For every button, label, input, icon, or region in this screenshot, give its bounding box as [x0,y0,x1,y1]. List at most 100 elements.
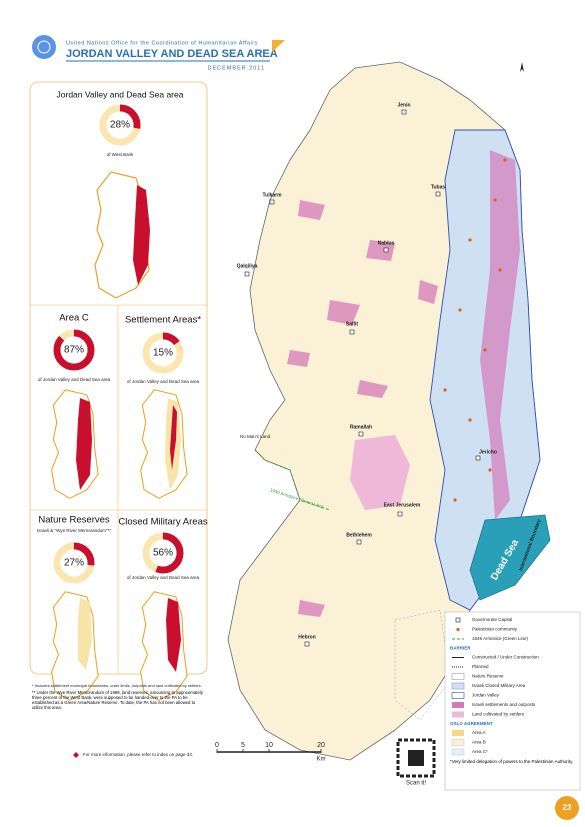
dead-sea [469,514,551,601]
donut-hole [60,549,88,577]
community-dot [498,268,502,272]
scale-label: 0 [215,742,219,749]
legend-swatch [451,739,465,746]
mini-map-highlight [76,398,92,490]
legend-swatch [456,627,460,632]
place-label: Qalqiliya [237,263,258,269]
no-mans-land-label: No Man's Land [240,434,271,439]
legend-swatch [452,711,464,718]
military-hatch [394,609,451,721]
panel-caption: of West Bank [107,152,134,157]
place-label: Jenin [397,102,410,108]
legend-label: Israeli Closed Military Area [472,683,526,688]
place-label: Tulkarm [262,192,282,198]
place-label: Jericho [479,449,497,455]
legend [444,611,581,791]
panel-subtitle: Israeli & "Wye River Memorandum"** [37,528,111,533]
community-dot [453,498,457,502]
scale-label: 20 [317,742,325,749]
place-label: Tubas [431,184,446,190]
scale-bar: 0 5 10 20 Km [215,742,325,763]
place-label: Salfit [346,321,359,327]
capital-marker [397,511,403,517]
org-name: United Nations Office for the Coordinati… [66,40,258,46]
mini-map-highlight [133,185,150,285]
capital-marker [244,271,250,277]
panel-caption: of Jordan Valley and Dead Sea area [127,575,200,580]
donut-hole [149,539,177,567]
donut-label: 56% [153,548,173,559]
capital-marker [304,641,310,647]
page-number: 23 [563,803,572,812]
jerusalem-area [350,435,410,510]
legend-heading: BARRIER [450,646,471,651]
scale-label: 5 [241,742,245,749]
legend-swatch [455,617,461,623]
legend-label: Nature Reserve [472,674,504,679]
green-line [254,449,331,511]
legend-swatch [452,702,464,708]
community-dot [493,198,497,202]
donut-label: 15% [153,348,173,359]
legend-swatch [452,730,464,736]
legend-label: Land cultivated by settlers [472,712,525,717]
legend-swatch [451,748,465,756]
community-dot [503,158,507,162]
donut-arc [142,532,184,574]
capital-marker [269,199,275,205]
donut-arc [142,332,184,374]
legend-note-box: *Very limited delegation of powers to th… [450,759,572,764]
capital-marker [383,247,389,253]
capital-marker [475,455,481,461]
mini-map-highlight [78,598,92,670]
info-diamond [73,752,79,758]
panel-caption: of Jordan Valley and Dead Sea area [38,377,111,382]
legend-label: Area C* [472,749,488,754]
capital-marker [349,329,355,335]
place-label: Hebron [298,634,316,640]
donut-label: 27% [64,558,84,569]
legend-label: Area A [472,730,486,735]
legend-label: Governorate Capital [472,617,512,622]
map: Jenin Tubas Tulkarm Nablus Qalqiliya Sal… [227,61,551,761]
legend-swatch [451,673,465,680]
donut-hole [149,339,177,367]
legend-label: Area B [472,740,486,745]
un-logo [32,35,56,59]
community-dot [488,468,492,472]
donut-arc [53,542,95,584]
community-dot [458,308,462,312]
legend-swatch [451,692,465,699]
community-dot [443,388,447,392]
capital-marker [358,431,364,437]
map-date: DECEMBER 2011 [207,65,265,71]
panel-title: Jordan Valley and Dead Sea area [57,89,184,99]
panel-title: Area C [59,313,89,324]
legend-label: 1949 Armistice (Green Line) [472,636,529,641]
scale-label: 10 [265,742,273,749]
mini-map-highlight [166,598,181,672]
un-logo-globe [37,40,51,54]
capital-marker [356,539,362,545]
qr-code-center [408,750,424,766]
legend-swatch [451,682,465,690]
capital-marker [435,191,441,197]
legend-heading: OSLO AGREEMENT [450,721,493,726]
north-arrow [520,62,524,72]
donut-hole [106,111,134,139]
donut-label: 28% [110,120,130,131]
donut-hole [60,336,88,364]
page-number-badge [555,796,579,820]
panel-title: Settlement Areas* [125,315,201,326]
legend-label: Constructed / Under Construction [472,655,539,660]
panel-title: Closed Military Areas [118,517,207,528]
place-label: Ramallah [350,424,372,430]
side-panel [29,81,208,675]
place-label: East Jerusalem [384,502,421,508]
legend-label: Palestinian community [472,627,518,632]
scale-unit: Km [317,757,326,763]
note: ** Under the Wye River Memorandum of 199… [32,690,203,710]
legend-label: Jordan Valley [472,693,500,698]
note-box: ** Under the Wye River Memorandum of 199… [32,690,203,710]
